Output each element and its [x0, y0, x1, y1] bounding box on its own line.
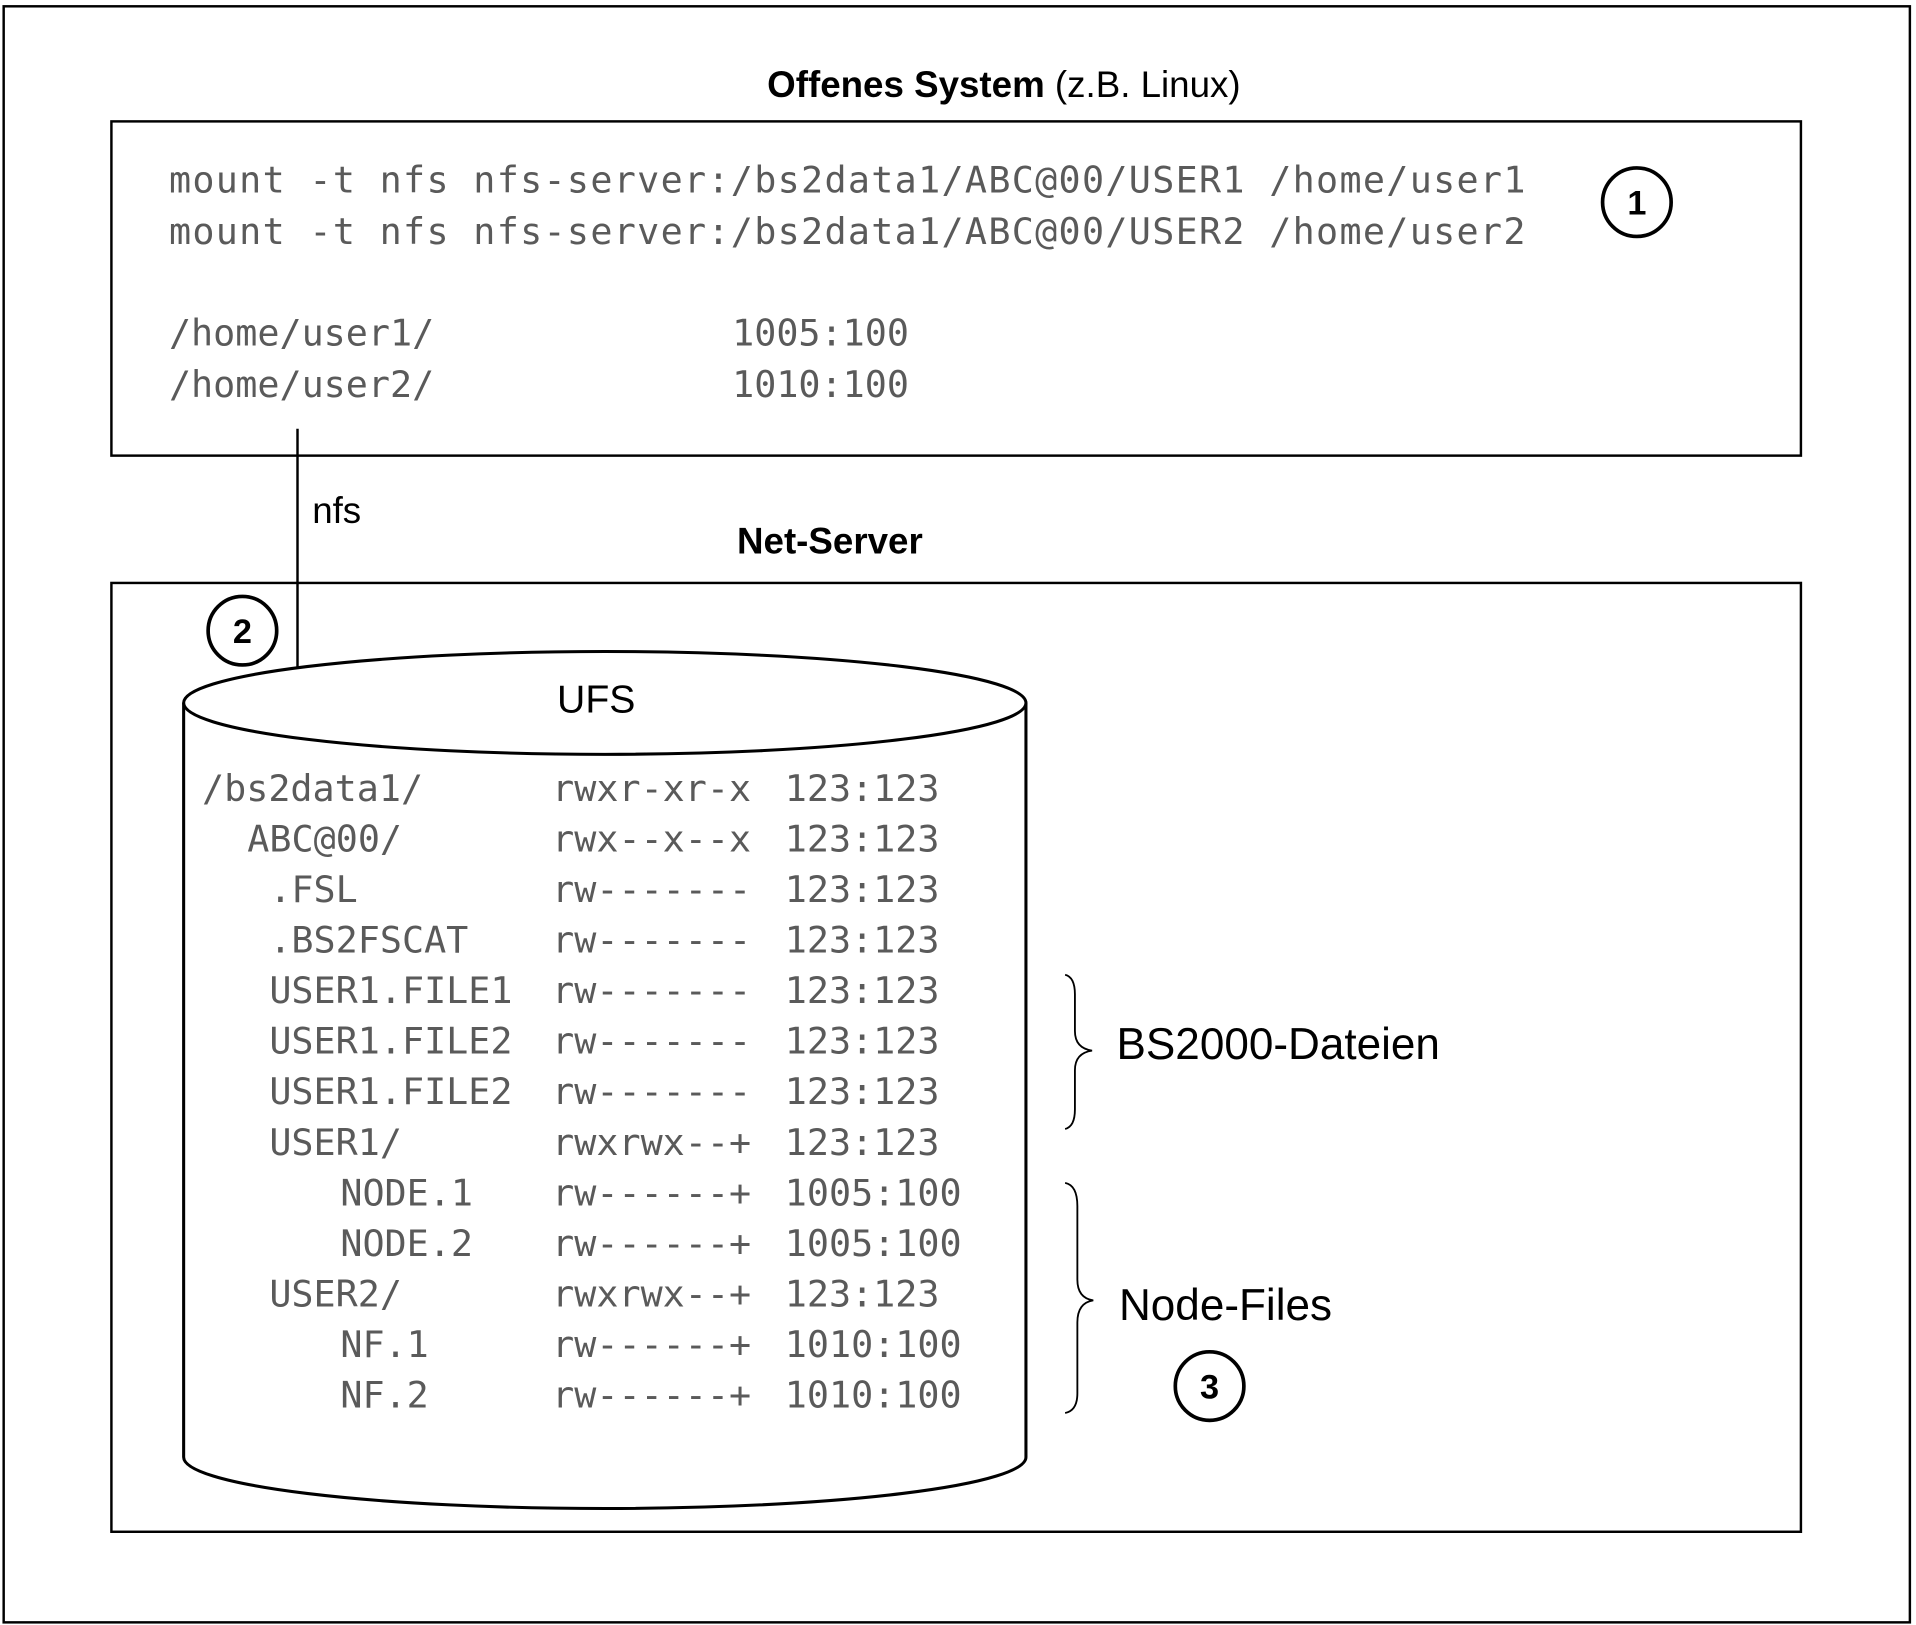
file-owner: 123:123: [785, 1272, 940, 1315]
file-name: NF.2: [340, 1374, 428, 1417]
outer-frame: [2, 5, 1912, 1624]
file-owner: 123:123: [785, 1121, 940, 1164]
file-name: .FSL: [269, 868, 357, 911]
file-owner: 123:123: [785, 919, 940, 962]
svg-text:3: 3: [1200, 1368, 1219, 1406]
net-server-title: Net-Server: [737, 521, 923, 562]
file-entry-row: ABC@00/rwx--x--x 123:123: [247, 817, 939, 860]
file-entry-row: USER2/rwxrwx--+ 123:123: [269, 1272, 939, 1315]
file-owner: 123:123: [785, 1070, 940, 1113]
file-entry-row: NF.1 rw------+ 1010:100: [340, 1323, 961, 1366]
file-permissions: rw-------: [552, 868, 751, 911]
file-permissions: rwxrwx--+: [552, 1121, 751, 1164]
file-entry-row: .FSL rw------- 123:123: [269, 868, 939, 911]
file-name: USER2/: [269, 1272, 402, 1315]
marker-2: 2: [206, 594, 279, 667]
open-system-title-bold: Offenes System: [767, 64, 1045, 105]
file-owner: 1005:100: [785, 1171, 962, 1214]
file-owner: 123:123: [785, 1020, 940, 1063]
file-name: ABC@00/: [247, 817, 402, 860]
file-permissions: rw-------: [552, 1020, 751, 1063]
file-owner: 1005:100: [785, 1222, 962, 1265]
file-name: NODE.1: [340, 1171, 473, 1214]
open-system-title: Offenes System (z.B. Linux): [767, 64, 1240, 105]
open-system-box: [110, 120, 1803, 457]
mount-owner-1: 1005:100: [732, 311, 909, 354]
file-entry-row: .BS2FSCAT rw------- 123:123: [269, 919, 939, 962]
file-permissions: rwxr-xr-x: [552, 767, 751, 810]
svg-text:2: 2: [233, 613, 252, 651]
file-permissions: rw------+: [552, 1222, 751, 1265]
open-system-title-rest: (z.B. Linux): [1045, 64, 1241, 105]
file-owner: 123:123: [785, 868, 940, 911]
file-permissions: rwxrwx--+: [552, 1272, 751, 1315]
file-entry-row: USER1/rwxrwx--+ 123:123: [269, 1121, 939, 1164]
bs2000-files-label: BS2000-Dateien: [1117, 1020, 1440, 1069]
file-entry-row: USER1.FILE2 rw------- 123:123: [269, 1070, 939, 1113]
mount-command-1: mount -t nfs nfs-server:/bs2data1/ABC@00…: [169, 158, 1526, 201]
node-files-label: Node-Files: [1119, 1281, 1332, 1330]
brace-bs2000-icon: [1064, 973, 1093, 1130]
file-name: USER1.FILE1: [269, 969, 512, 1012]
marker-3: 3: [1173, 1349, 1246, 1423]
ufs-label: UFS: [557, 679, 635, 722]
file-entry-row: /bs2data1/rwxr-xr-x 123:123: [202, 767, 940, 810]
file-permissions: rw------+: [552, 1171, 751, 1214]
file-owner: 123:123: [785, 767, 940, 810]
file-name: USER1/: [269, 1121, 402, 1164]
mount-path-2: /home/user2/: [169, 363, 434, 406]
file-owner: 123:123: [785, 817, 940, 860]
file-name: .BS2FSCAT: [269, 919, 468, 962]
file-name: NODE.2: [340, 1222, 473, 1265]
file-permissions: rw-------: [552, 919, 751, 962]
brace-node-files-icon: [1064, 1181, 1094, 1414]
file-entry-row: NODE.2 rw------+ 1005:100: [340, 1222, 961, 1265]
file-name: USER1.FILE2: [269, 1020, 512, 1063]
file-owner: 1010:100: [785, 1323, 962, 1366]
file-owner: 123:123: [785, 969, 940, 1012]
file-name: USER1.FILE2: [269, 1070, 512, 1113]
ufs-cylinder: [182, 649, 1028, 1511]
ufs-file-list: /bs2data1/rwxr-xr-x 123:123ABC@00/rwx--x-…: [202, 767, 962, 1417]
mount-owner-2: 1010:100: [732, 363, 909, 406]
file-entry-row: USER1.FILE1 rw------- 123:123: [269, 969, 939, 1012]
file-permissions: rw-------: [552, 1070, 751, 1113]
file-permissions: rw------+: [552, 1374, 751, 1417]
file-permissions: rw------+: [552, 1323, 751, 1366]
file-name: NF.1: [340, 1323, 428, 1366]
nfs-label: nfs: [312, 490, 361, 531]
svg-text:1: 1: [1627, 184, 1646, 222]
mount-command-2: mount -t nfs nfs-server:/bs2data1/ABC@00…: [169, 210, 1526, 253]
mount-path-1: /home/user1/: [169, 311, 434, 354]
marker-1: 1: [1600, 166, 1673, 239]
file-entry-row: USER1.FILE2 rw------- 123:123: [269, 1020, 939, 1063]
file-permissions: rwx--x--x: [552, 817, 751, 860]
file-entry-row: NF.2 rw------+ 1010:100: [340, 1374, 961, 1417]
file-owner: 1010:100: [785, 1374, 962, 1417]
file-name: /bs2data1/: [202, 767, 423, 810]
net-server-box: [110, 581, 1803, 1533]
file-permissions: rw-------: [552, 969, 751, 1012]
file-entry-row: NODE.1 rw------+ 1005:100: [340, 1171, 961, 1214]
